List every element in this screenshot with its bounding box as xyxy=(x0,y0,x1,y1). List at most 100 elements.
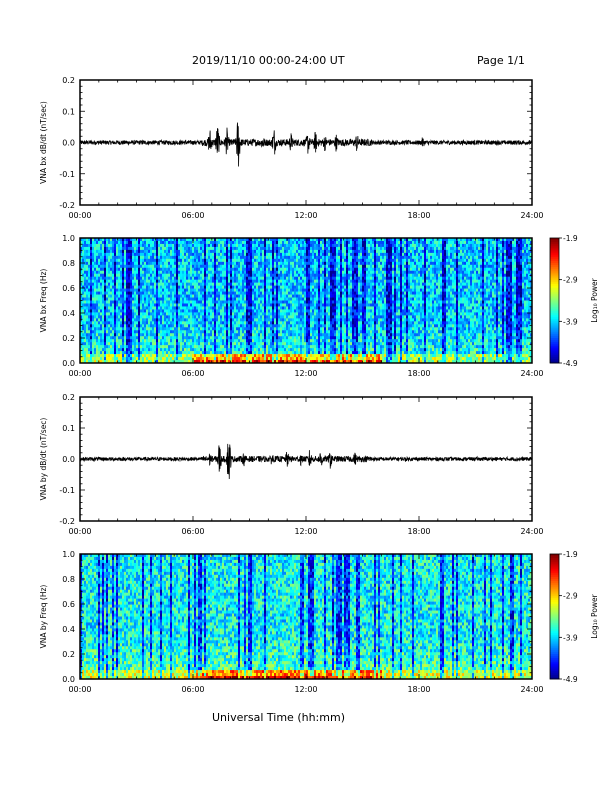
heat-cell xyxy=(236,315,239,319)
heat-cell xyxy=(192,261,195,266)
heat-cell xyxy=(304,333,307,337)
heat-cell xyxy=(274,348,277,352)
heat-cell xyxy=(208,288,211,292)
heat-cell xyxy=(262,282,265,286)
heat-cell xyxy=(272,294,275,298)
heat-cell xyxy=(280,303,283,307)
heat-cell xyxy=(248,321,251,325)
heat-cell xyxy=(164,348,167,352)
heat-cell xyxy=(190,300,193,304)
heat-cell xyxy=(200,348,203,352)
heat-cell xyxy=(172,330,175,334)
heat-cell xyxy=(86,240,89,245)
heat-cell xyxy=(300,291,303,295)
heat-cell xyxy=(250,273,253,277)
heat-cell xyxy=(162,351,165,355)
heat-cell xyxy=(270,354,273,358)
heat-cell xyxy=(286,291,289,295)
heat-cell xyxy=(232,345,235,349)
heat-cell xyxy=(98,312,101,316)
heat-cell xyxy=(254,264,257,269)
heat-cell xyxy=(310,315,313,319)
heat-cell xyxy=(244,306,247,310)
heat-cell xyxy=(302,321,305,325)
heat-cell xyxy=(206,330,209,334)
heat-cell xyxy=(192,291,195,295)
heat-cell xyxy=(280,348,283,352)
heat-cell xyxy=(206,309,209,313)
heat-cell xyxy=(104,238,107,242)
heat-cell xyxy=(184,360,187,364)
heat-cell xyxy=(292,303,295,307)
heat-cell xyxy=(266,309,269,313)
heat-cell xyxy=(98,300,101,304)
heat-cell xyxy=(174,240,177,245)
heat-cell xyxy=(110,255,113,260)
heat-cell xyxy=(112,297,115,301)
heat-cell xyxy=(134,318,137,322)
heat-cell xyxy=(188,238,191,242)
heat-cell xyxy=(224,318,227,322)
heat-cell xyxy=(240,261,243,266)
heat-cell xyxy=(208,309,211,313)
heat-cell xyxy=(158,243,161,248)
heat-cell xyxy=(252,294,255,298)
heat-cell xyxy=(164,246,167,251)
heat-cell xyxy=(264,291,267,295)
heat-cell xyxy=(90,309,93,313)
heat-cell xyxy=(162,297,165,301)
heat-cell xyxy=(306,333,309,337)
heat-cell xyxy=(168,342,171,346)
heat-cell xyxy=(196,327,199,331)
heat-cell xyxy=(230,276,233,280)
heat-cell xyxy=(182,246,185,251)
heat-cell xyxy=(170,357,173,361)
heat-cell xyxy=(126,258,129,263)
heat-cell xyxy=(200,276,203,280)
heat-cell xyxy=(178,315,181,319)
heat-cell xyxy=(312,279,315,283)
heat-cell xyxy=(218,288,221,292)
heat-cell xyxy=(108,238,111,242)
heat-cell xyxy=(242,324,245,328)
heat-cell xyxy=(128,267,131,272)
heat-cell xyxy=(262,327,265,331)
heat-cell xyxy=(254,315,257,319)
heat-cell xyxy=(210,324,213,328)
heat-cell xyxy=(194,303,197,307)
heat-cell xyxy=(146,342,149,346)
heat-cell xyxy=(178,345,181,349)
heat-cell xyxy=(122,312,125,316)
heat-cell xyxy=(162,243,165,248)
heat-cell xyxy=(200,303,203,307)
heat-cell xyxy=(118,255,121,260)
heat-cell xyxy=(238,276,241,280)
heat-cell xyxy=(214,261,217,266)
heat-cell xyxy=(288,288,291,292)
heat-cell xyxy=(148,267,151,272)
heat-cell xyxy=(310,291,313,295)
heat-cell xyxy=(264,282,267,286)
heat-cell xyxy=(92,243,95,248)
heat-cell xyxy=(230,324,233,328)
heat-cell xyxy=(138,246,141,251)
heat-cell xyxy=(102,273,105,277)
heat-cell xyxy=(88,288,91,292)
heat-cell xyxy=(168,282,171,286)
heat-cell xyxy=(128,300,131,304)
heat-cell xyxy=(114,309,117,313)
heat-cell xyxy=(108,279,111,283)
heat-cell xyxy=(296,291,299,295)
heat-cell xyxy=(94,321,97,325)
heat-cell xyxy=(274,246,277,251)
heat-cell xyxy=(88,306,91,310)
heat-cell xyxy=(86,330,89,334)
heat-cell xyxy=(110,336,113,340)
heat-cell xyxy=(140,294,143,298)
heat-cell xyxy=(138,252,141,257)
heat-cell xyxy=(310,238,313,242)
heat-cell xyxy=(252,312,255,316)
heat-cell xyxy=(174,336,177,340)
heat-cell xyxy=(214,297,217,301)
heat-cell xyxy=(266,267,269,272)
